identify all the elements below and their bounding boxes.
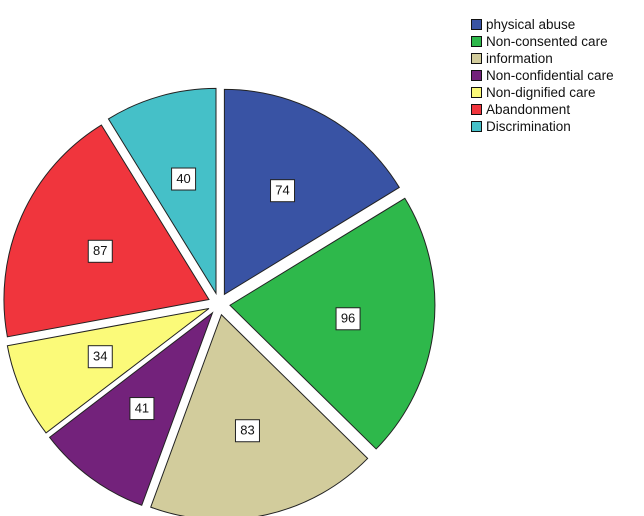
pie-slice-5 [3,124,210,338]
data-label-text-1: 96 [341,311,355,326]
data-label-box-4 [87,345,113,369]
legend-label-6: Discrimination [486,119,571,134]
pie-slice-4 [6,307,210,434]
pie-slice-6 [107,87,217,296]
legend-label-2: information [486,51,553,66]
legend-swatch-2 [471,53,482,64]
legend-item-1: Non-consented care [471,33,644,50]
data-label-text-2: 83 [240,423,254,438]
data-label-text-0: 74 [275,183,289,198]
legend-item-4: Non-dignified care [471,84,644,101]
legend-swatch-1 [471,36,482,47]
data-label-1: 96 [335,307,361,331]
data-label-0: 74 [270,179,296,203]
legend-swatch-3 [471,70,482,81]
data-label-box-0 [270,179,296,203]
data-label-4: 34 [87,345,113,369]
legend-swatch-0 [471,19,482,30]
legend-swatch-4 [471,87,482,98]
pie-slice-0 [223,88,400,296]
legend-label-4: Non-dignified care [486,85,596,100]
legend-item-0: physical abuse [471,16,644,33]
data-label-text-3: 41 [135,400,149,415]
data-label-box-6 [171,167,197,191]
data-label-6: 40 [171,167,197,191]
data-label-text-6: 40 [176,171,190,186]
legend-item-2: information [471,50,644,67]
legend-label-0: physical abuse [486,17,576,32]
data-label-box-1 [335,307,361,331]
legend-label-1: Non-consented care [486,34,608,49]
data-label-2: 83 [234,419,260,443]
legend: physical abuse Non-consented care informat… [471,16,644,135]
data-label-box-3 [129,397,155,421]
legend-label-5: Abandonment [486,102,571,117]
legend-item-3: Non-confidential care [471,67,644,84]
pie-slice-2 [150,313,369,516]
data-label-box-2 [234,419,260,443]
data-label-box-5 [87,239,113,263]
legend-item-6: Discrimination [471,118,644,135]
data-label-text-4: 34 [93,349,107,364]
legend-swatch-5 [471,104,482,115]
legend-item-5: Abandonment [471,101,644,118]
data-label-3: 41 [129,397,155,421]
data-label-text-5: 87 [93,243,107,258]
legend-label-3: Non-confidential care [486,68,614,83]
pie-slice-1 [229,197,436,450]
data-label-5: 87 [87,239,113,263]
legend-swatch-6 [471,121,482,132]
